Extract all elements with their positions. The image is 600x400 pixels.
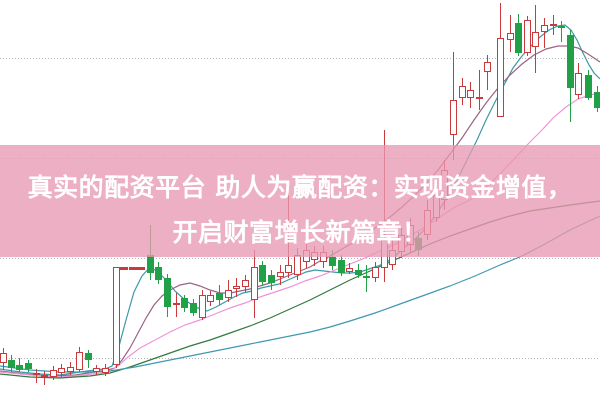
candle-up xyxy=(250,267,258,300)
candle-up xyxy=(293,255,301,275)
candle-down xyxy=(557,26,565,28)
candle-down xyxy=(362,276,370,278)
candle-wick xyxy=(175,293,177,317)
candle-up xyxy=(224,290,232,298)
candle-up xyxy=(449,100,457,135)
candle-up xyxy=(40,375,48,377)
promo-line-1: 真实的配资平台 助人为赢配资：实现资金增值， xyxy=(27,173,573,202)
candle-down xyxy=(584,75,592,98)
candle-up xyxy=(101,368,109,373)
candle-up xyxy=(206,295,214,302)
candle-up xyxy=(475,97,483,99)
candle-up xyxy=(284,265,292,273)
candle-up xyxy=(345,268,353,272)
limit-dash-candle xyxy=(120,267,128,270)
candle-down xyxy=(337,260,345,273)
candle-up xyxy=(32,373,40,375)
candle-up xyxy=(506,33,514,40)
gridline xyxy=(0,58,600,59)
candle-wick xyxy=(560,21,562,42)
candle-down xyxy=(354,270,362,275)
candle-down xyxy=(514,23,522,53)
candle-wick xyxy=(486,55,488,90)
candle-down xyxy=(146,255,154,273)
candle-down xyxy=(7,360,15,368)
candle-down xyxy=(258,265,266,282)
candle-up xyxy=(172,303,180,305)
candle-up xyxy=(483,62,491,72)
candle-up xyxy=(241,280,249,287)
candle-wick xyxy=(543,18,545,48)
candle-down xyxy=(593,92,600,108)
limit-dash-candle xyxy=(129,267,137,270)
candle-down xyxy=(328,257,336,266)
candle-up xyxy=(75,352,83,370)
candle-up xyxy=(49,370,57,377)
candle-down xyxy=(154,267,162,280)
candle-up xyxy=(112,267,120,365)
candle-up xyxy=(371,267,379,278)
candle-up xyxy=(549,24,557,26)
candle-down xyxy=(566,35,574,88)
candle-wick xyxy=(365,265,367,292)
candle-wick xyxy=(478,70,480,110)
candle-up xyxy=(66,367,74,372)
candle-up xyxy=(466,90,474,98)
ma-slow-blue xyxy=(0,215,600,373)
candle-down xyxy=(15,365,23,370)
gridline xyxy=(0,358,600,359)
candle-up xyxy=(574,73,582,95)
candle-up xyxy=(496,38,504,117)
promo-banner: 真实的配资平台 助人为赢配资：实现资金增值， 开启财富增长新篇章！ xyxy=(0,145,600,257)
candle-up xyxy=(57,368,65,373)
candle-up xyxy=(276,272,284,277)
candle-up xyxy=(92,368,100,372)
candle-wick xyxy=(35,369,37,383)
candle-down xyxy=(189,303,197,313)
candle-up xyxy=(523,20,531,53)
candle-up xyxy=(458,86,466,98)
candle-down xyxy=(215,293,223,300)
candle-up xyxy=(198,295,206,318)
candle-up xyxy=(0,353,7,363)
candle-up xyxy=(540,25,548,32)
candle-down xyxy=(180,298,188,308)
candle-down xyxy=(24,363,32,369)
candle-up xyxy=(232,286,240,289)
limit-dash-candle xyxy=(137,267,145,270)
promo-line-2: 开启财富增长新篇章！ xyxy=(172,218,428,247)
candle-down xyxy=(84,353,92,360)
candle-down xyxy=(267,275,275,283)
candle-wick xyxy=(43,371,45,385)
candle-down xyxy=(163,278,171,307)
candle-up xyxy=(531,32,539,47)
